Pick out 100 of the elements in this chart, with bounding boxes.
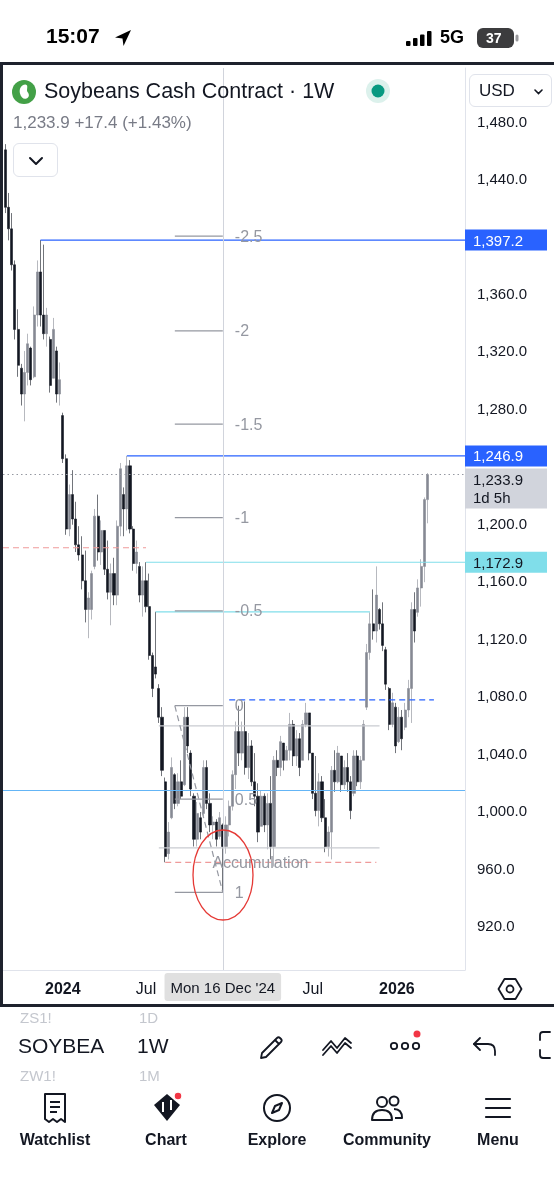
candlestick [356,749,359,787]
candlestick [266,793,269,850]
candlestick [167,821,170,860]
candlestick [202,760,205,817]
candlestick [247,732,250,780]
text: Menu [477,1131,519,1150]
text: Explore [247,1131,307,1150]
candlestick [180,760,183,800]
candlestick [410,602,413,724]
x-tick-label: Jul [302,979,324,997]
candlestick [375,566,378,643]
candlestick [170,757,173,820]
candlestick [45,307,48,347]
y-tick-label: 1,120.0 [477,629,528,647]
candlestick [276,749,279,777]
candlestick [372,589,375,640]
annotation: -1 [234,509,250,527]
candlestick [97,494,100,561]
candlestick [413,591,416,643]
y-tick-label: 1,040.0 [477,744,528,762]
text: 15:07 [46,24,100,49]
candlestick [29,346,32,386]
candlestick [199,811,202,840]
y-tick-label: 1,440.0 [477,170,528,188]
candlestick [298,732,301,777]
y-tick-label: 1,480.0 [477,112,528,130]
text: 1M [139,1067,160,1085]
candlestick [135,540,138,574]
candlestick [263,793,266,833]
candlestick [93,508,96,570]
candlestick [343,760,346,790]
candlestick [330,765,333,860]
candlestick [68,484,71,537]
candlestick [282,742,285,771]
y-tick-label: 1,280.0 [477,399,528,417]
candlestick [397,706,400,744]
x-tick-label: 2026 [379,979,415,997]
candlestick [336,745,340,784]
candlestick [352,749,356,797]
candlestick [112,557,116,606]
candlestick [141,566,144,617]
y-tick-label: 1,000.0 [477,802,528,820]
candlestick [340,755,343,793]
candlestick [192,793,196,847]
text: ZW1! [20,1067,56,1085]
candlestick [314,755,317,817]
ref-line-label: 1,233.9 1d 5h [473,471,524,507]
text: USD [479,81,515,101]
candlestick [292,719,295,767]
text: ZS1! [20,1009,52,1027]
candlestick [288,712,292,761]
text: Community [343,1131,431,1150]
annotation: 0 [234,697,244,715]
data-label: 1,172.9 [473,553,524,571]
x-tick-label: 2024 [45,979,81,997]
text: SOYBEA [18,1034,105,1059]
candlestick [388,686,391,731]
candlestick [58,362,61,406]
candlestick [125,455,128,531]
candlestick [333,749,336,793]
annotation: 1 [234,883,244,901]
text: Watchlist [19,1131,91,1150]
candlestick [218,811,221,840]
candlestick [42,244,45,340]
text: 1,233.9 +17.4 (+1.43%) [13,113,192,133]
candlestick [317,772,320,827]
x-tick-label: Jul [135,979,157,997]
y-tick-label: 1,360.0 [477,285,528,302]
y-tick-label: 960.0 [477,859,515,877]
candlestick [173,772,176,810]
candlestick [391,692,394,728]
candlestick [138,561,141,603]
candlestick [212,816,215,840]
text: 1D [139,1009,159,1027]
candlestick [295,729,298,767]
candlestick [49,336,52,393]
y-tick-label: 1,200.0 [477,514,528,532]
y-tick-label: 920.0 [477,916,515,934]
candlestick [122,487,125,537]
candlestick [55,346,58,403]
text: Chart [145,1131,187,1150]
ref-line-label: Mon 16 Dec '24 [170,979,276,996]
candlestick [164,777,167,863]
candlestick [400,709,403,751]
candlestick [100,520,103,566]
text: 1W [137,1034,169,1059]
data-label: 1,246.9 [473,447,524,465]
candlestick [279,735,282,777]
candlestick [244,701,247,775]
annotation: -1.5 [234,415,263,433]
y-tick-label: 1,320.0 [477,342,528,360]
text: 5G [440,27,465,48]
candlestick [260,790,263,827]
data-label: 1,397.2 [473,231,524,249]
y-tick-label: 1,160.0 [477,572,528,590]
annotation: -2 [234,322,250,340]
text: 37 [486,30,502,47]
candlestick [240,721,244,761]
candlestick [109,563,112,626]
y-tick-label: 1,080.0 [477,687,528,705]
